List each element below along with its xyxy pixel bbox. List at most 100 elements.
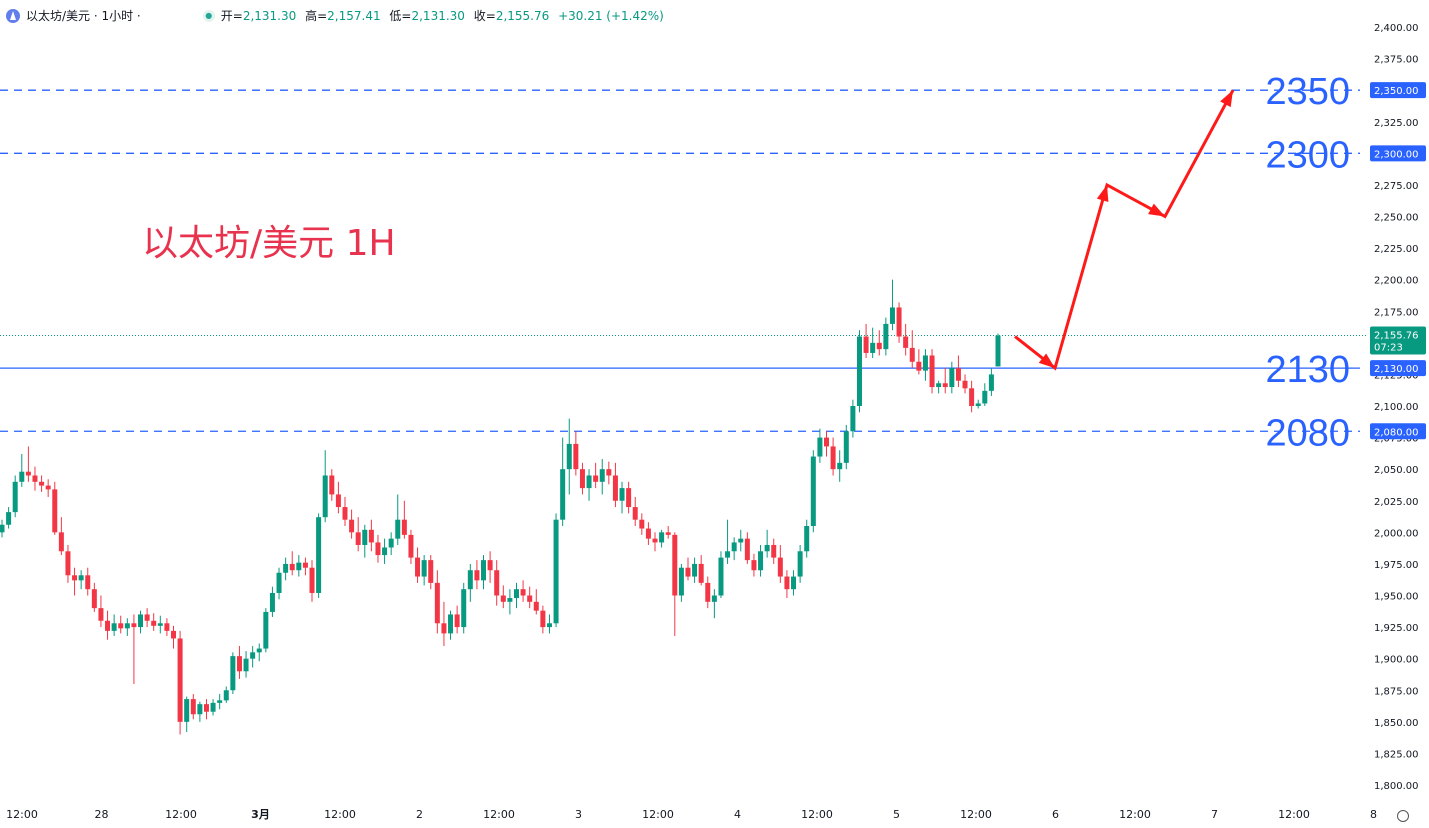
candle-body bbox=[269, 592, 275, 612]
candle-body bbox=[78, 575, 84, 581]
close-label: 收= bbox=[473, 9, 496, 23]
candle-body bbox=[428, 560, 434, 583]
candle-body bbox=[883, 323, 889, 350]
y-tick-label: 2,200.00 bbox=[1374, 276, 1419, 287]
candle-body bbox=[39, 481, 45, 486]
x-tick-label: 3 bbox=[575, 808, 582, 821]
candle-body bbox=[25, 471, 31, 476]
candle-body bbox=[771, 544, 777, 558]
last-price-text: 2,155.76 bbox=[1374, 331, 1419, 342]
candle-body bbox=[276, 572, 282, 593]
open-label: 开= bbox=[220, 9, 243, 23]
candle-body bbox=[395, 519, 401, 539]
x-tick-label: 12:00 bbox=[1119, 808, 1151, 821]
candle-body bbox=[593, 475, 599, 482]
candle-body bbox=[210, 702, 216, 712]
y-tick-label: 1,850.00 bbox=[1374, 718, 1419, 729]
candle-body bbox=[19, 471, 25, 482]
candle-body bbox=[837, 462, 843, 470]
candle-body bbox=[118, 623, 124, 629]
candle-body bbox=[784, 576, 790, 590]
candle-body bbox=[672, 534, 678, 596]
candle-body bbox=[665, 532, 671, 535]
candle-body bbox=[151, 620, 157, 626]
close-value: 2,155.76 bbox=[495, 9, 550, 23]
candle-body bbox=[626, 488, 632, 508]
candle-body bbox=[929, 355, 935, 388]
candle-body bbox=[632, 507, 638, 520]
y-tick-label: 2,050.00 bbox=[1374, 465, 1419, 476]
candle-body bbox=[98, 608, 104, 621]
x-tick-label: 12:00 bbox=[6, 808, 38, 821]
candle-body bbox=[124, 623, 130, 629]
candle-body bbox=[415, 557, 421, 577]
candle-body bbox=[362, 529, 368, 545]
y-tick-label: 2,375.00 bbox=[1374, 55, 1419, 66]
candle-body bbox=[263, 611, 269, 649]
candle-body bbox=[843, 431, 849, 463]
arrow-head bbox=[1220, 90, 1233, 108]
x-tick-label: 4 bbox=[734, 808, 741, 821]
price-axis-badges: 2,350.00 2,300.00 2,130.00 2,080.00 2,155.76… bbox=[1370, 82, 1426, 440]
candle-body bbox=[461, 589, 467, 628]
price-axis: 2,400.00 2,375.00 2,350.00 2,325.00 2,300.00… bbox=[1374, 23, 1419, 792]
candle-body bbox=[111, 623, 117, 631]
candle-body bbox=[296, 562, 302, 571]
candle-body bbox=[922, 355, 928, 371]
candle-body bbox=[184, 699, 190, 722]
projection-arrow bbox=[1014, 89, 1235, 371]
candle-body bbox=[322, 475, 328, 518]
candle-body bbox=[936, 383, 942, 388]
arrow-head bbox=[1038, 353, 1055, 369]
market-status-icon: ● bbox=[202, 9, 215, 22]
candle-body bbox=[678, 567, 684, 596]
candle-body bbox=[751, 560, 757, 571]
candle-body bbox=[560, 469, 566, 520]
candle-body bbox=[546, 623, 552, 628]
candle-body bbox=[408, 534, 414, 558]
candle-body bbox=[441, 623, 447, 634]
candle-body bbox=[236, 656, 242, 672]
candle-body bbox=[454, 614, 460, 628]
candle-body bbox=[513, 589, 519, 599]
candle-body bbox=[797, 551, 803, 577]
settings-icon[interactable] bbox=[1397, 810, 1409, 822]
level-badge bbox=[1370, 82, 1426, 99]
candle-body bbox=[758, 551, 764, 571]
candle-body bbox=[342, 507, 348, 520]
candle-body bbox=[870, 342, 876, 353]
y-tick-label: 2,025.00 bbox=[1374, 497, 1419, 508]
x-tick-label: 12:00 bbox=[1278, 808, 1310, 821]
low-label: 低= bbox=[389, 9, 412, 23]
candle-body bbox=[540, 610, 546, 628]
candle-body bbox=[725, 551, 731, 558]
candle-body bbox=[157, 623, 163, 626]
price-levels: 2350 2300 2130 2080 bbox=[0, 71, 1366, 454]
candle-body bbox=[487, 560, 493, 571]
symbol-title[interactable]: 以太坊/美元 · 1小时 · bbox=[26, 9, 141, 23]
candle-body bbox=[520, 589, 526, 596]
candle-body bbox=[52, 489, 58, 533]
candle-body bbox=[830, 446, 836, 470]
level-badge-text: 2,300.00 bbox=[1374, 149, 1419, 160]
y-tick-label: 1,875.00 bbox=[1374, 686, 1419, 697]
change-value: +30.21 (+1.42%) bbox=[558, 9, 664, 23]
level-badge-text: 2,350.00 bbox=[1374, 86, 1419, 97]
candle-body bbox=[256, 648, 262, 653]
candle-body bbox=[164, 623, 170, 631]
candle-body bbox=[817, 437, 823, 457]
candle-body bbox=[355, 532, 361, 545]
last-price-badge bbox=[1370, 326, 1426, 355]
candle-body bbox=[527, 595, 533, 602]
candle-body bbox=[804, 526, 810, 552]
ohlc-readout: 开=2,131.30 高=2,157.41 低=2,131.30 收=2,155… bbox=[221, 7, 669, 24]
arrow-head bbox=[1148, 203, 1165, 217]
candle-body bbox=[375, 542, 381, 556]
x-tick-label: 28 bbox=[95, 808, 109, 821]
x-tick-label: 12:00 bbox=[165, 808, 197, 821]
candle-body bbox=[467, 570, 473, 590]
level-label-2080: 2080 bbox=[1265, 412, 1350, 454]
annotation-title: 以太坊/美元 1H bbox=[142, 223, 396, 264]
candle-body bbox=[474, 570, 480, 581]
